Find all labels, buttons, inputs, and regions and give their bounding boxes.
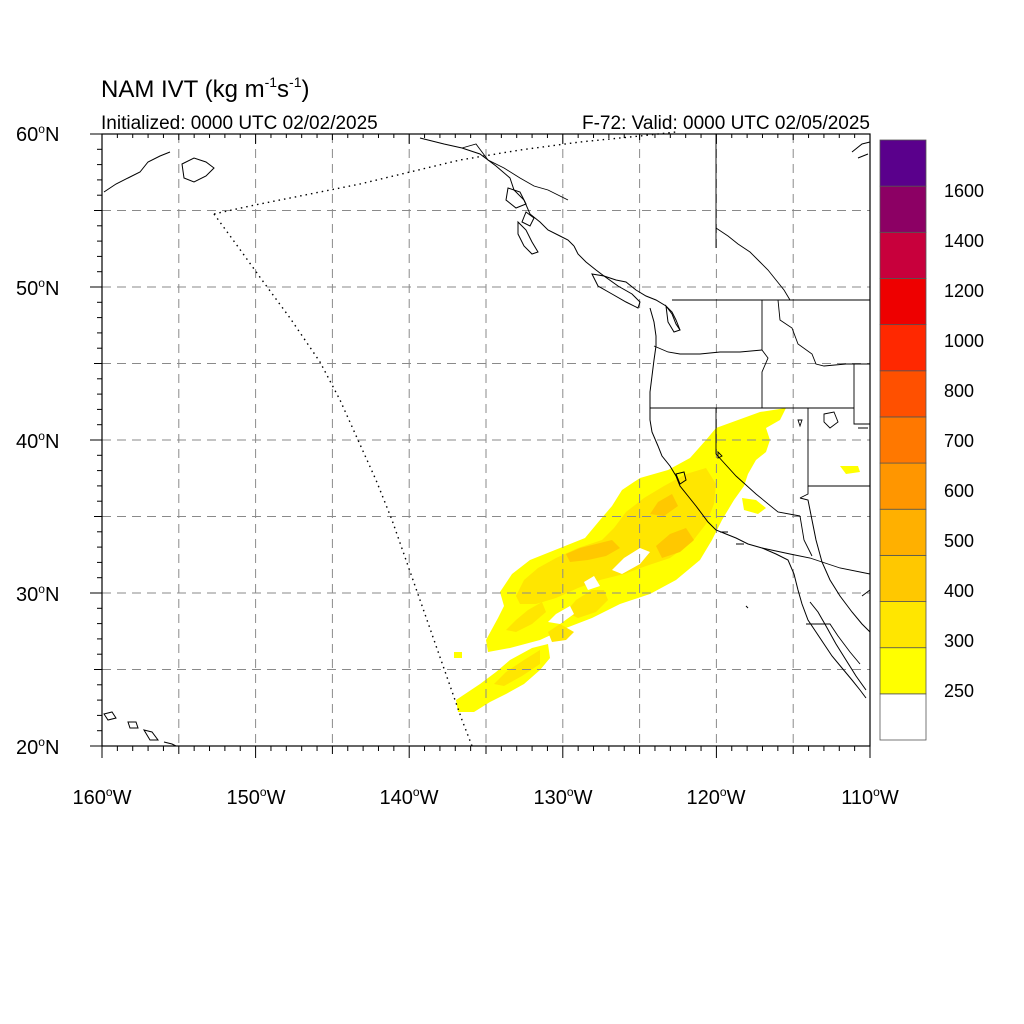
lat-label-40: 40oN xyxy=(16,429,59,453)
arizona-south xyxy=(799,515,813,557)
initialized-label: Initialized: 0000 UTC 02/02/2025 xyxy=(101,113,378,134)
baja-east xyxy=(809,601,867,691)
lat-label-20: 20oN xyxy=(16,735,59,759)
colorbar-box xyxy=(879,554,927,602)
colorbar-box xyxy=(879,462,927,510)
ca-nv-border xyxy=(715,408,801,517)
hudson-coast-ne xyxy=(851,141,871,159)
alaska-coast-north xyxy=(419,137,463,149)
flathead-lake xyxy=(797,419,868,429)
lon-label-120: 120oW xyxy=(687,785,746,809)
colorbar-box xyxy=(879,231,927,279)
channel-islands xyxy=(720,531,749,609)
colorbar-label-1200: 1200 xyxy=(944,281,984,301)
lon-label-140: 140oW xyxy=(380,785,439,809)
valid-time-label: F-72: Valid: 0000 UTC 02/05/2025 xyxy=(582,113,870,134)
bc-coast xyxy=(573,245,681,331)
ivt-core-d xyxy=(494,650,540,686)
colorbar-labels: 1600 1400 1200 1000 800 700 600 500 400 … xyxy=(944,181,984,701)
colorbar-label-1400: 1400 xyxy=(944,231,984,251)
ivt-gap-b xyxy=(584,576,600,590)
lat-label-50: 50oN xyxy=(16,276,59,300)
alaska-island-b xyxy=(521,211,535,227)
ivt-max-a xyxy=(566,540,620,562)
colorbar-label-700: 700 xyxy=(944,431,974,451)
colorbar-label-600: 600 xyxy=(944,481,974,501)
ivt-gap-a xyxy=(612,548,650,574)
lat-label-60: 60oN xyxy=(16,122,59,146)
colorbar-label-400: 400 xyxy=(944,581,974,601)
montana-wyoming xyxy=(853,363,870,425)
nevada-south-border xyxy=(799,486,809,499)
alaska-panhandle-coast xyxy=(461,147,575,247)
ivt-core-b xyxy=(566,590,608,618)
nam-domain-boundary-west xyxy=(213,213,473,747)
colorbar-label-300: 300 xyxy=(944,631,974,651)
ivt-gap-c xyxy=(548,606,574,624)
colorbar-label-1600: 1600 xyxy=(944,181,984,201)
colorbar-label-1000: 1000 xyxy=(944,331,984,351)
colorbar-box xyxy=(879,139,927,187)
idaho-west-border xyxy=(761,300,769,408)
alaska-island-a xyxy=(505,187,527,209)
plot-title: NAM IVT (kg m-1s-1) xyxy=(101,74,309,103)
vancouver-island xyxy=(591,273,641,309)
colorbar-label-800: 800 xyxy=(944,381,974,401)
colorbar xyxy=(879,139,927,741)
ivt-max-c xyxy=(650,494,678,516)
haida-gwaii xyxy=(517,220,539,255)
colorbar-box xyxy=(879,693,927,741)
longitude-labels: 160oW 150oW 140oW 130oW 120oW 110oW xyxy=(73,785,899,809)
ivt-max-b xyxy=(656,528,694,558)
ivt-blob-small xyxy=(454,652,462,658)
colorbar-box xyxy=(879,185,927,233)
latitude-labels: 60oN 50oN 40oN 30oN 20oN xyxy=(16,122,59,759)
ivt-blob-nevada xyxy=(840,466,860,474)
lon-label-130: 130oW xyxy=(534,785,593,809)
colorbar-box xyxy=(879,416,927,464)
map-geography xyxy=(103,131,871,747)
ivt-shading xyxy=(454,408,860,712)
colorbar-label-250: 250 xyxy=(944,681,974,701)
lake-tahoe xyxy=(717,450,723,459)
nevada-utah-border xyxy=(807,408,870,487)
lon-label-150: 150oW xyxy=(227,785,286,809)
gulf-of-california xyxy=(799,497,871,633)
colorbar-box xyxy=(879,601,927,649)
ivt-blob-east xyxy=(742,498,766,514)
colorbar-box xyxy=(879,324,927,372)
us-mexico-border xyxy=(761,547,871,575)
colorbar-box xyxy=(879,508,927,556)
lon-label-160: 160oW xyxy=(73,785,132,809)
sf-bay xyxy=(675,471,687,485)
ivt-core-c xyxy=(548,624,574,642)
colorbar-box xyxy=(879,370,927,418)
ivt-core-e xyxy=(506,602,546,632)
wa-or-border xyxy=(653,345,763,355)
graticule xyxy=(102,134,870,746)
alaska-gulf-coast xyxy=(103,151,171,193)
nam-domain-boundary xyxy=(213,131,677,215)
kodiak-island xyxy=(181,157,215,183)
great-salt-lake xyxy=(823,411,839,429)
colorbar-label-500: 500 xyxy=(944,531,974,551)
colorbar-box xyxy=(879,647,927,695)
lat-label-30: 30oN xyxy=(16,582,59,606)
axis-ticks xyxy=(90,133,871,758)
idaho-east-border xyxy=(777,299,854,367)
lon-label-110: 110oW xyxy=(841,785,899,809)
puget-sound xyxy=(665,304,681,333)
mexico-internal xyxy=(806,589,871,665)
hawaii-islands xyxy=(103,711,177,747)
us-west-coast xyxy=(649,307,867,699)
alaska-bc-border xyxy=(461,143,569,201)
colorbar-box xyxy=(879,278,927,326)
canadian-province-line xyxy=(715,227,791,301)
